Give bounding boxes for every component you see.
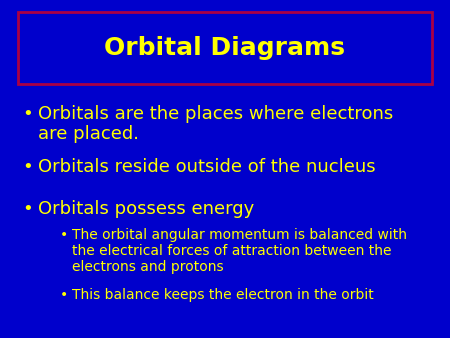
Text: Orbitals reside outside of the nucleus: Orbitals reside outside of the nucleus: [38, 158, 376, 176]
Text: electrons and protons: electrons and protons: [72, 260, 224, 274]
Text: are placed.: are placed.: [38, 125, 139, 143]
Text: •: •: [22, 200, 33, 218]
Text: This balance keeps the electron in the orbit: This balance keeps the electron in the o…: [72, 288, 374, 302]
Text: •: •: [22, 158, 33, 176]
Text: Orbitals are the places where electrons: Orbitals are the places where electrons: [38, 105, 393, 123]
Text: •: •: [60, 228, 68, 242]
Text: The orbital angular momentum is balanced with: The orbital angular momentum is balanced…: [72, 228, 407, 242]
Text: Orbitals possess energy: Orbitals possess energy: [38, 200, 254, 218]
Text: •: •: [60, 288, 68, 302]
Text: •: •: [22, 105, 33, 123]
FancyBboxPatch shape: [18, 12, 432, 84]
Text: Orbital Diagrams: Orbital Diagrams: [104, 36, 346, 60]
Text: the electrical forces of attraction between the: the electrical forces of attraction betw…: [72, 244, 392, 258]
